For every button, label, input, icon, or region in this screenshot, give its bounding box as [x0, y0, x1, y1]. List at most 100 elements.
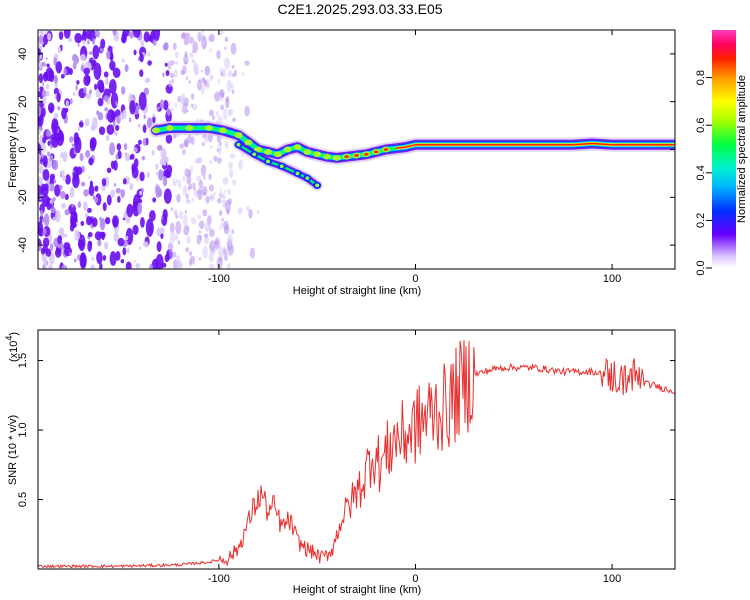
spectrogram-noise-blob: [140, 39, 145, 47]
spectrogram-noise-blob: [248, 208, 253, 219]
spectrogram-noise-blob: [149, 263, 154, 269]
spectrogram-noise-blob: [88, 176, 91, 179]
spectrogram-noise-blob: [61, 175, 67, 181]
spectrogram-noise-blob: [91, 217, 98, 228]
spectrogram-noise-blob: [104, 241, 109, 250]
spectrogram-noise-blob: [94, 185, 99, 192]
snr-y-multiplier: (x104): [4, 332, 20, 362]
spectrogram-noise-blob: [128, 117, 132, 123]
spectrogram-noise-blob: [221, 92, 225, 99]
spectrogram-noise-blob: [73, 258, 77, 263]
spectrogram-noise-blob: [193, 189, 198, 197]
snr-y-tick-label: 1.5: [17, 353, 29, 368]
spectrogram-noise-blob: [201, 142, 205, 147]
spectrogram-noise-blob: [39, 86, 44, 92]
colorbar-tick-label: 0.6: [695, 118, 707, 133]
spectrogram-noise-blob: [49, 154, 54, 162]
spectrogram-noise-blob: [60, 190, 66, 200]
spectrogram-noise-blob: [189, 183, 193, 190]
spectrogram-noise-blob: [222, 198, 226, 208]
spectrogram-noise-blob: [55, 61, 63, 74]
spectrogram-noise-blob: [113, 232, 120, 242]
spectrogram-noise-blob: [156, 106, 160, 110]
spectrogram-noise-blob: [39, 30, 45, 36]
spectrogram-noise-blob: [43, 160, 48, 168]
spectrogram-noise-blob: [75, 166, 83, 175]
spectrogram-noise-blob: [182, 214, 188, 226]
spectrogram-noise-blob: [52, 216, 56, 222]
spectrogram-noise-blob: [122, 178, 127, 185]
spectrogram-noise-blob: [120, 259, 125, 264]
spectrogram-noise-blob: [224, 252, 228, 262]
spectrogram-noise-blob: [190, 103, 194, 108]
spectrogram-noise-blob: [170, 207, 174, 211]
spectrogram-noise-blob: [173, 68, 179, 78]
spectrogram-noise-blob: [210, 75, 214, 79]
spectrogram-noise-blob: [38, 90, 41, 98]
spectrogram-noise-blob: [234, 69, 237, 77]
spectrogram-noise-blob: [180, 108, 184, 113]
spectrogram-noise-blob: [50, 207, 56, 214]
spectrogram-noise-blob: [71, 204, 74, 208]
spectrogram-noise-blob: [217, 143, 222, 155]
spectrogram-noise-blob: [192, 184, 196, 191]
spectrogram-noise-blob: [167, 242, 174, 253]
spectrogram-noise-blob: [139, 69, 144, 77]
spectrogram-noise-blob: [155, 253, 164, 269]
spectrogram-y-ticks: -40 -20 0 20 40: [17, 48, 675, 253]
snr-y-multiplier-base: (x10: [8, 341, 20, 362]
spectrogram-noise-blob: [155, 171, 159, 176]
spectrogram-noise-blob: [182, 149, 186, 155]
spectrogram-noise-blob: [164, 254, 170, 263]
snr-x-tick-label: 100: [603, 573, 621, 585]
spectrogram-noise-blob: [175, 220, 182, 235]
spectrogram-noise-blob: [209, 193, 215, 202]
spectrogram-noise-blob: [53, 57, 58, 66]
spectrogram-ridge-blob: [185, 124, 194, 131]
spectrogram-noise-blob: [90, 59, 97, 67]
spectrogram-noise-blob: [90, 264, 95, 269]
spectrogram-noise-blob: [51, 117, 59, 135]
spectrogram-noise-blob: [115, 100, 118, 106]
spectrogram-noise-blob: [198, 230, 202, 234]
spectrogram-noise-blob: [125, 227, 134, 246]
spectrogram-noise-blob: [115, 187, 121, 194]
spectrogram-x-label: Height of straight line (km): [293, 285, 421, 297]
spectrogram-noise-blob: [216, 256, 223, 269]
spectrogram-y-tick-label: 40: [17, 48, 29, 60]
spectrogram-noise-blob: [130, 153, 135, 160]
spectrogram-noise-blob: [73, 211, 78, 222]
spectrogram-noise-blob: [98, 83, 105, 94]
spectrogram-noise-blob: [153, 30, 161, 42]
spectrogram-noise-blob: [169, 250, 173, 260]
spectrogram-noise-blob: [115, 154, 119, 161]
spectrogram-ridge-hotspot: [354, 153, 359, 157]
spectrogram-noise-blob: [199, 220, 205, 230]
spectrogram-noise-blob: [83, 201, 88, 212]
spectrogram-noise-blob: [43, 213, 50, 227]
spectrogram-noise-blob: [128, 31, 132, 38]
spectrogram-noise-blob: [38, 105, 42, 117]
spectrogram-noise-blob: [79, 153, 84, 162]
spectrogram-noise-blob: [58, 89, 62, 94]
spectrogram-noise-blob: [180, 33, 187, 40]
spectrogram-noise-blob: [170, 107, 174, 112]
spectrogram-noise-blob: [221, 217, 224, 222]
spectrogram-branch-highlight: [305, 176, 310, 180]
spectrogram-noise-blob: [57, 46, 61, 54]
spectrogram-noise-blob: [55, 248, 62, 258]
spectrogram-ridge-hotspot: [383, 148, 389, 151]
spectrogram-noise-blob: [85, 60, 89, 68]
spectrogram-noise-blob: [38, 160, 41, 165]
spectrogram-noise-blob: [112, 215, 119, 228]
spectrogram-noise-blob: [183, 138, 189, 148]
spectrogram-noise-blob: [151, 149, 155, 156]
spectrogram-noise-blob: [202, 246, 209, 259]
spectrogram-ridge-blob: [264, 148, 273, 155]
spectrogram-noise-blob: [74, 229, 80, 241]
spectrogram-noise-blob: [109, 251, 117, 266]
spectrogram-noise-blob: [96, 251, 103, 265]
spectrogram-noise-blob: [110, 91, 119, 109]
snr-x-label: Height of straight line (km): [293, 584, 421, 596]
